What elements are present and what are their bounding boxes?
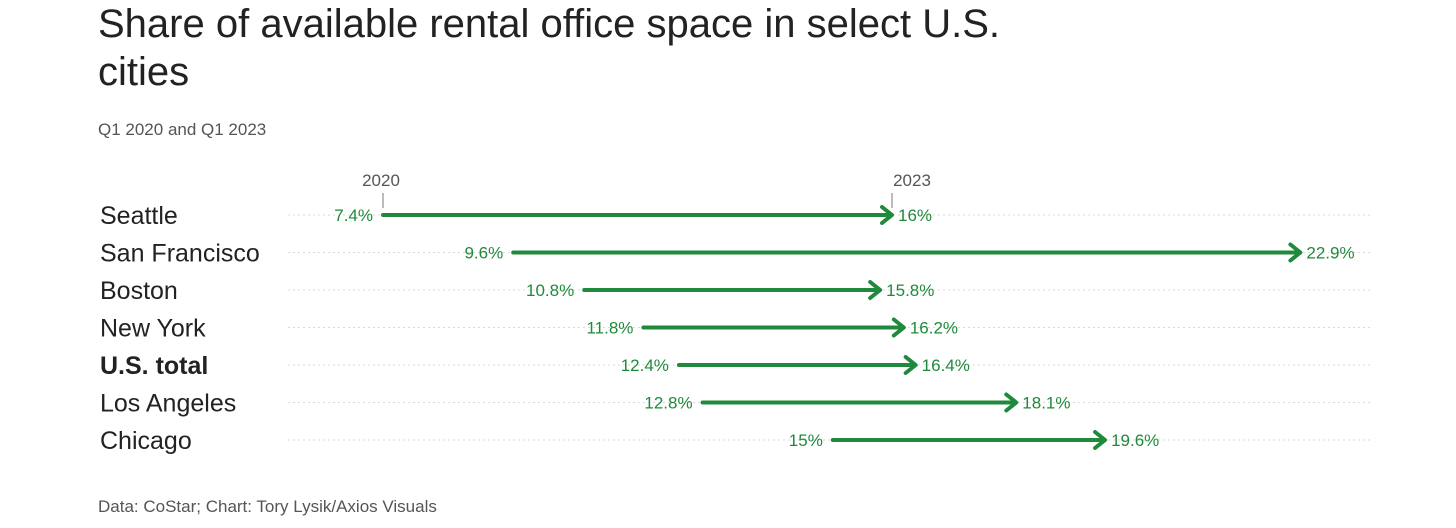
arrow-head [868,280,883,300]
value-label-end: 15.8% [886,281,934,300]
value-label-start: 12.4% [621,356,669,375]
value-label-start: 7.4% [334,206,373,225]
chart-subtitle: Q1 2020 and Q1 2023 [98,120,267,139]
category-label: U.S. total [100,352,208,380]
value-label-start: 15% [789,431,823,450]
category-label: Los Angeles [100,390,236,418]
value-label-end: 19.6% [1111,431,1159,450]
value-label-end: 16.4% [922,356,970,375]
arrow-head [880,205,894,225]
category-label: Chicago [100,427,192,455]
value-label-end: 22.9% [1306,244,1354,263]
category-label: Boston [100,277,178,305]
category-label: Seattle [100,202,178,230]
category-label: New York [100,315,206,343]
arrow-head [1093,430,1108,450]
value-label-start: 9.6% [464,244,503,263]
chart-title: Share of available rental office space i… [98,2,1000,94]
arrow-head [1288,242,1303,263]
value-label-start: 11.8% [586,319,633,338]
value-label-start: 10.8% [526,281,574,300]
value-label-start: 12.8% [644,394,692,413]
chart-source: Data: CoStar; Chart: Tory Lysik/Axios Vi… [98,497,437,516]
year-label-end: 2023 [893,171,931,190]
arrow-head [903,355,918,375]
category-label: San Francisco [100,240,260,268]
value-label-end: 16.2% [910,319,958,338]
value-label-end: 18.1% [1022,394,1070,413]
arrow-head [891,317,906,338]
value-label-end: 16% [898,206,932,225]
arrow-head [1004,392,1019,413]
year-label-start: 2020 [362,171,400,190]
